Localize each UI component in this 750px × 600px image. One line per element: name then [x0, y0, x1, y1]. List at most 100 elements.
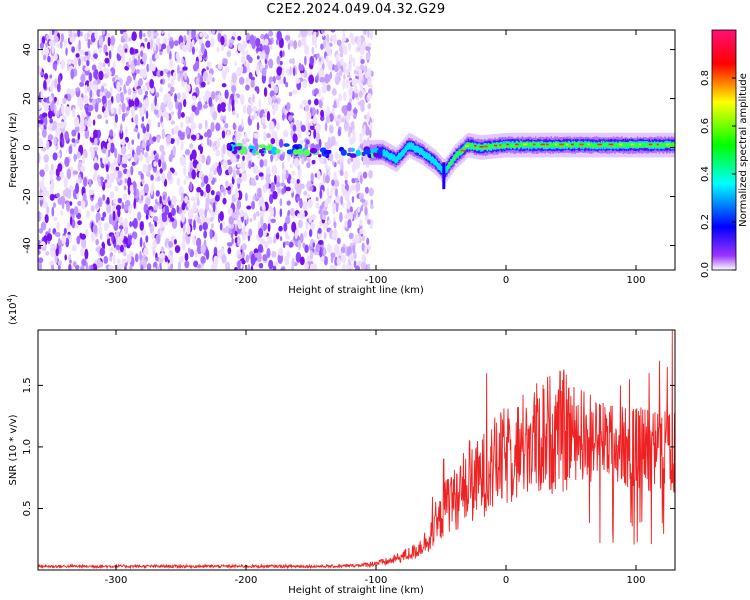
noise-blob: [326, 33, 330, 44]
noise-blob: [139, 106, 145, 118]
track-green: [451, 159, 454, 164]
noise-blob: [340, 195, 344, 206]
noise-blob: [346, 212, 350, 219]
noise-blob: [184, 252, 189, 262]
noise-blob: [319, 77, 325, 83]
noise-blob: [343, 107, 348, 117]
noise-blob: [54, 104, 57, 116]
noise-blob: [292, 133, 298, 144]
noise-blob: [267, 96, 273, 104]
noise-blob: [69, 208, 75, 215]
noise-blob: [161, 150, 166, 157]
noise-blob: [187, 209, 193, 220]
noise-blob: [369, 84, 373, 90]
noise-blob: [123, 84, 126, 93]
noise-blob: [369, 30, 374, 40]
track-cyan: [387, 152, 390, 160]
noise-blob: [131, 161, 136, 166]
noise-blob: [368, 169, 373, 179]
noise-blob: [170, 120, 175, 125]
noise-blob: [198, 224, 203, 232]
noise-blob: [238, 76, 245, 85]
track-green: [611, 143, 614, 148]
noise-blob: [121, 102, 126, 113]
noise-blob: [145, 209, 151, 216]
noise-blob: [210, 37, 215, 48]
track-core: [522, 143, 528, 146]
noise-blob: [196, 133, 200, 140]
noise-blob: [306, 30, 313, 36]
noise-blob: [291, 170, 296, 176]
noise-blob: [226, 242, 233, 247]
noise-blob: [250, 79, 255, 88]
track-core: [656, 143, 659, 146]
noise-blob: [347, 62, 352, 73]
track-cyan: [384, 150, 387, 158]
noise-blob: [251, 181, 257, 186]
track-green: [508, 143, 511, 148]
noise-blob: [83, 55, 87, 63]
noise-blob: [297, 39, 302, 48]
noise-blob: [234, 60, 237, 67]
noise-blob: [139, 189, 145, 199]
track-core: [608, 143, 614, 146]
noise-blob: [282, 50, 285, 57]
noise-blob: [315, 196, 319, 202]
track-green: [636, 143, 639, 148]
noise-blob: [45, 251, 50, 256]
noise-blob: [232, 122, 236, 131]
track-core: [631, 143, 635, 146]
track-core: [474, 144, 477, 147]
noise-blob: [310, 172, 314, 182]
noise-blob: [114, 186, 119, 192]
track-green: [601, 143, 603, 148]
track-green: [580, 143, 583, 148]
x-tick-label: 0: [503, 575, 509, 586]
track-green: [622, 142, 624, 147]
noise-blob: [82, 192, 87, 202]
noise-blob: [276, 66, 282, 76]
track-green: [663, 142, 666, 147]
noise-blob: [91, 64, 97, 71]
noise-blob: [38, 239, 41, 245]
noise-blob: [207, 192, 210, 204]
noise-blob: [270, 218, 276, 224]
noise-blob: [335, 188, 338, 197]
noise-blob: [215, 93, 218, 103]
track-cyan: [406, 143, 408, 151]
noise-blob: [212, 110, 218, 121]
noise-blob: [280, 149, 284, 154]
track-green: [592, 143, 594, 148]
signal-streak: [442, 162, 446, 190]
track-green: [510, 143, 513, 148]
noise-blob: [40, 180, 45, 191]
noise-blob: [239, 173, 242, 178]
noise-blob: [302, 80, 307, 89]
noise-blob: [83, 33, 88, 40]
track-green: [646, 143, 648, 148]
noise-blob: [269, 90, 275, 98]
signal-blob: [233, 146, 241, 150]
track-green: [569, 142, 571, 147]
noise-blob: [313, 98, 319, 106]
noise-blob: [116, 264, 119, 270]
noise-blob: [221, 83, 227, 88]
noise-blob: [98, 47, 103, 53]
noise-blob: [88, 72, 93, 82]
track-green: [551, 143, 554, 148]
noise-blob: [180, 155, 186, 167]
y-tick-label: 1.5: [22, 377, 33, 393]
noise-blob: [274, 174, 277, 185]
noise-blob: [200, 43, 205, 54]
noise-blob: [87, 104, 94, 112]
track-green: [456, 151, 459, 156]
track-green: [531, 142, 534, 147]
noise-blob: [219, 222, 223, 231]
noise-blob: [159, 222, 165, 229]
noise-blob: [305, 131, 311, 136]
noise-blob: [227, 207, 233, 216]
noise-blob: [117, 106, 122, 115]
noise-blob: [66, 58, 73, 65]
noise-blob: [280, 182, 286, 187]
snr-y-label: SNR (10 * v/v): [8, 414, 19, 485]
